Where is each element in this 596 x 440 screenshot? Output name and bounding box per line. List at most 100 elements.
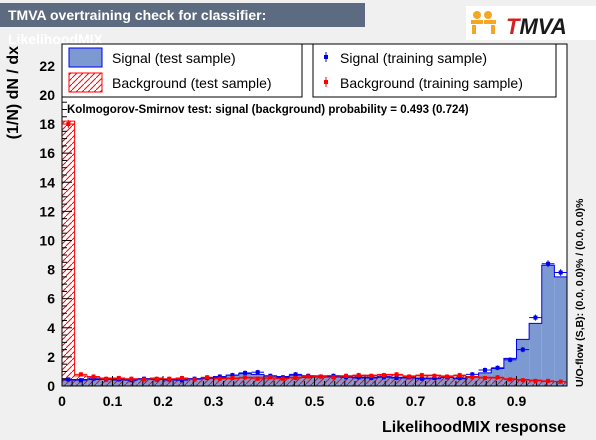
background-test-bar <box>541 381 555 386</box>
signal-test-bar <box>516 339 530 386</box>
background-test-bar <box>301 375 315 386</box>
background-train-point <box>129 376 134 381</box>
background-test-bar <box>200 378 214 386</box>
background-train-point <box>520 378 525 383</box>
background-train-point <box>66 122 71 127</box>
legend: Signal (test sample) Background (test sa… <box>61 43 557 98</box>
y-tick-label: 16 <box>39 145 55 161</box>
background-test-bar <box>365 375 378 386</box>
signal-test-bar <box>554 276 567 386</box>
x-tick-label: 0.4 <box>254 393 274 409</box>
background-train-point <box>104 376 109 381</box>
background-train-point <box>331 375 336 380</box>
signal-train-point <box>482 367 487 372</box>
background-test-bar <box>554 381 567 386</box>
signal-train-point <box>546 261 551 266</box>
background-train-point <box>179 375 184 380</box>
histogram-bars <box>61 44 568 387</box>
signal-test-bar <box>541 265 555 386</box>
y-tick-label: 14 <box>39 174 55 190</box>
background-test-bar <box>289 377 302 386</box>
background-train-point <box>205 375 210 380</box>
background-train-point <box>369 373 374 378</box>
signal-train-point <box>394 375 399 380</box>
background-test-bar <box>390 375 403 386</box>
background-test-bar <box>503 378 517 386</box>
y-tick-label: 22 <box>39 58 55 74</box>
background-test-bar <box>112 378 126 386</box>
background-test-bar <box>440 375 454 386</box>
background-test-bar <box>402 375 416 386</box>
background-test-bar <box>62 121 75 387</box>
signal-train-point <box>230 373 235 378</box>
background-train-point <box>533 378 538 383</box>
signal-train-point <box>255 370 260 375</box>
background-train-point <box>419 373 424 378</box>
x-tick-label: 0.9 <box>507 393 527 409</box>
x-tick-label: 0.2 <box>153 393 173 409</box>
x-tick-label: 0.5 <box>305 393 325 409</box>
background-test-bar <box>213 377 227 386</box>
background-train-point <box>280 376 285 381</box>
background-test-bar <box>428 375 441 386</box>
signal-train-point <box>78 378 83 383</box>
background-test-bar <box>516 379 530 386</box>
signal-train-point <box>558 270 563 275</box>
y-tick-label: 8 <box>47 262 55 278</box>
background-test-bar <box>276 377 290 386</box>
legend-background-test-swatch <box>68 72 103 93</box>
plot-area <box>62 44 567 386</box>
background-train-point <box>546 378 551 383</box>
signal-train-point <box>243 370 248 375</box>
background-test-bar <box>529 380 542 386</box>
overflow-label: U/O-flow (S,B): (0.0, 0.0)% / (0.0, 0.0)… <box>574 198 586 387</box>
signal-train-point <box>217 374 222 379</box>
background-train-point <box>381 373 386 378</box>
y-tick-label: 10 <box>39 232 55 248</box>
signal-train-point <box>293 372 298 377</box>
background-train-point <box>142 377 147 382</box>
y-tick-label: 2 <box>47 349 55 365</box>
signal-train-point <box>66 377 71 382</box>
background-test-bar <box>163 379 176 386</box>
background-test-bar <box>327 375 340 386</box>
signal-train-point <box>495 365 500 370</box>
signal-train-point <box>457 375 462 380</box>
background-test-bar <box>415 375 429 386</box>
background-test-bar <box>339 376 353 386</box>
y-axis-label: (1/N) dN / dx <box>5 46 22 139</box>
ks-test-text: Kolmogorov-Smirnov test: signal (backgro… <box>67 104 469 116</box>
background-train-point <box>230 375 235 380</box>
signal-train-point <box>533 315 538 320</box>
x-tick-label: 0.1 <box>103 393 123 409</box>
background-train-point <box>255 376 260 381</box>
background-test-bar <box>314 377 328 386</box>
background-test-bar <box>150 377 163 386</box>
background-train-point <box>394 372 399 377</box>
background-train-point <box>344 373 349 378</box>
background-train-point <box>293 375 298 380</box>
legend-signal-train-label: Signal (training sample) <box>340 50 487 66</box>
y-tick-label: 0 <box>47 378 55 394</box>
background-train-point <box>268 375 273 380</box>
signal-train-point <box>508 357 513 362</box>
background-test-bar <box>99 377 113 386</box>
background-train-point <box>407 374 412 379</box>
logo-text: TMVA <box>506 14 567 39</box>
background-train-point <box>445 374 450 379</box>
background-train-point <box>432 373 437 378</box>
legend-signal-test-label: Signal (test sample) <box>112 50 236 66</box>
background-train-point <box>457 373 462 378</box>
signal-train-point <box>419 376 424 381</box>
training-points <box>62 119 567 384</box>
background-test-bar <box>188 379 201 386</box>
y-tick-label: 20 <box>39 87 55 103</box>
background-train-point <box>167 376 172 381</box>
background-train-point <box>116 375 121 380</box>
tmva-logo: TMVA <box>466 6 596 40</box>
background-test-bar <box>491 377 504 386</box>
background-test-bar <box>466 376 479 386</box>
background-train-point <box>154 376 159 381</box>
x-tick-label: 0 <box>58 393 66 409</box>
